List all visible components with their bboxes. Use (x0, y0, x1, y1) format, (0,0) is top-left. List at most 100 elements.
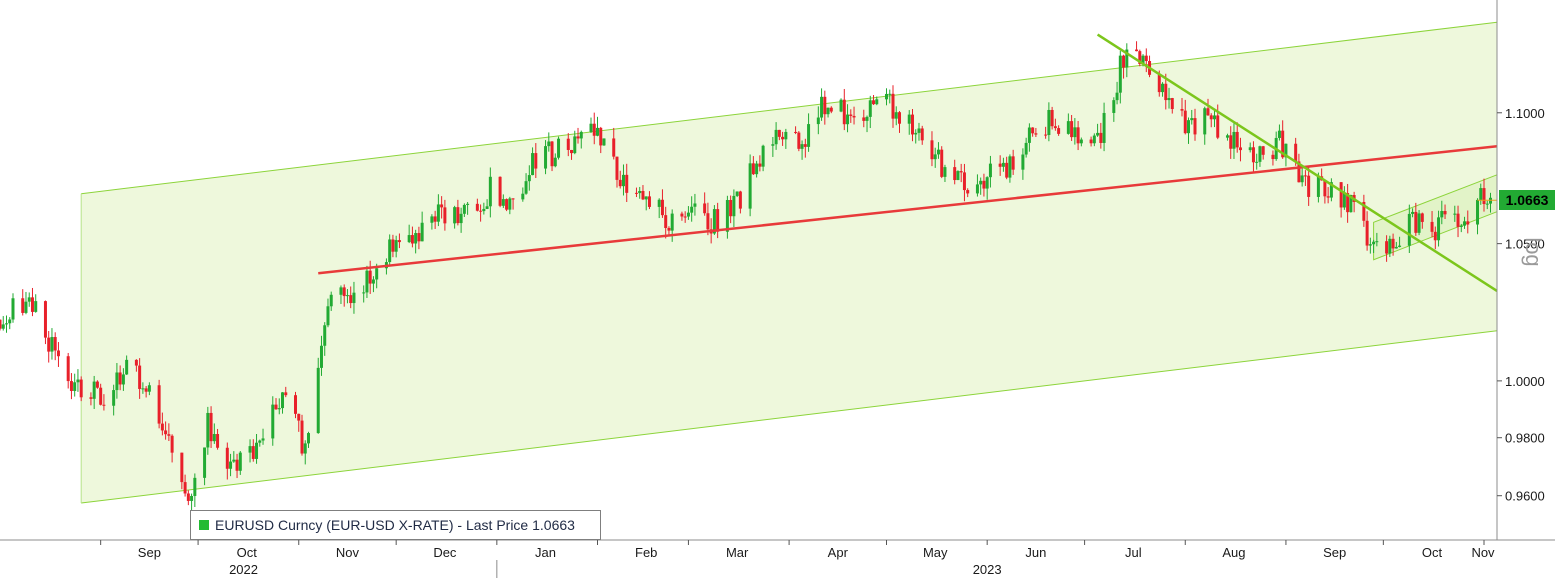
candle-body (872, 100, 876, 105)
candle-body (1271, 154, 1275, 160)
candle-body (121, 374, 125, 385)
candle-down (1170, 97, 1174, 114)
candle-up (482, 202, 486, 215)
candle-up (1073, 118, 1077, 145)
candle-body (570, 149, 574, 154)
candle-body (797, 132, 801, 149)
year-label: 2022 (229, 562, 258, 577)
candle-body (1437, 217, 1441, 241)
candle-body (1329, 182, 1333, 198)
candle-up (956, 170, 960, 181)
candle-up (430, 214, 434, 230)
candle-body (1300, 175, 1304, 183)
candle-body (433, 216, 437, 222)
candle-down (1443, 204, 1447, 220)
candle-body (47, 337, 51, 352)
channel-lower-line (81, 330, 1498, 504)
candle-down (1135, 41, 1139, 52)
candle-body (345, 295, 349, 297)
candle-up (206, 406, 210, 455)
candle-body (186, 493, 190, 501)
candle-body (147, 385, 151, 392)
candle-down (797, 131, 801, 152)
candle-up (388, 234, 392, 267)
candle-body (816, 117, 820, 125)
candle-body (485, 206, 489, 209)
candle-body (686, 212, 690, 217)
candle-body (1021, 154, 1025, 170)
candle-down (1099, 122, 1103, 149)
candle-body (89, 397, 93, 399)
candle-down (1229, 126, 1233, 159)
candle-body (56, 350, 60, 357)
candle-body (829, 107, 833, 112)
candle-up (485, 199, 489, 210)
candle-down (297, 413, 301, 432)
candle-body (1456, 213, 1460, 227)
candle-body (1349, 194, 1353, 213)
candle-up (1027, 123, 1031, 152)
candle-body (693, 203, 697, 207)
candle-body (1001, 162, 1005, 167)
candle-up (531, 147, 535, 176)
candle-down (89, 392, 93, 406)
candle-up (232, 451, 236, 463)
candle-down (95, 380, 99, 389)
candle-body (1157, 74, 1161, 93)
candle-up (1248, 142, 1252, 153)
candle-body (440, 204, 444, 208)
channel-fill (81, 22, 1497, 504)
candle-down (443, 199, 447, 231)
candle-body (138, 365, 142, 389)
candle-body (781, 136, 785, 140)
candle-down (872, 95, 876, 105)
candle-up (365, 265, 369, 298)
candle-body (667, 227, 671, 231)
candle-up (1411, 208, 1415, 218)
candle-up (748, 154, 752, 217)
candle-body (706, 213, 710, 230)
candle-up (544, 140, 548, 175)
candle-body (962, 172, 966, 191)
candle-body (531, 153, 535, 176)
candle-up (1118, 50, 1122, 104)
candle-body (1248, 147, 1252, 151)
candle-body (238, 452, 242, 471)
scale-mode-label[interactable]: log (1521, 237, 1546, 267)
candle-down (803, 138, 807, 158)
candle-up (1300, 166, 1304, 187)
candle-body (1073, 127, 1077, 138)
candle-body (397, 240, 401, 243)
candle-up (621, 164, 625, 196)
candle-body (420, 222, 424, 242)
candle-down (982, 173, 986, 197)
candle-down (1031, 127, 1035, 137)
candle-body (657, 199, 661, 207)
candle-body (1258, 146, 1262, 162)
candle-down (758, 155, 762, 172)
candle-up (1, 316, 5, 331)
candle-body (180, 452, 184, 483)
candle-body (21, 298, 25, 313)
candle-up (524, 173, 528, 195)
candle-down (1385, 235, 1389, 262)
candle-up (820, 88, 824, 121)
candle-down (53, 332, 57, 361)
candle-down (209, 406, 213, 448)
candle-up (34, 294, 38, 313)
candle-up (190, 493, 194, 513)
candle-up (596, 116, 600, 137)
candle-body (1180, 109, 1184, 111)
candle-down (433, 210, 437, 229)
candle-up (690, 196, 694, 222)
candle-up (885, 88, 889, 106)
candle-body (956, 171, 960, 181)
candle-up (1079, 137, 1083, 147)
candle-body (1141, 55, 1145, 64)
candle-body (160, 423, 164, 431)
candle-body (394, 240, 398, 252)
candle-up (1394, 241, 1398, 249)
candle-down (703, 192, 707, 216)
trend-line-green (1096, 33, 1498, 292)
candle-up (1398, 236, 1402, 248)
